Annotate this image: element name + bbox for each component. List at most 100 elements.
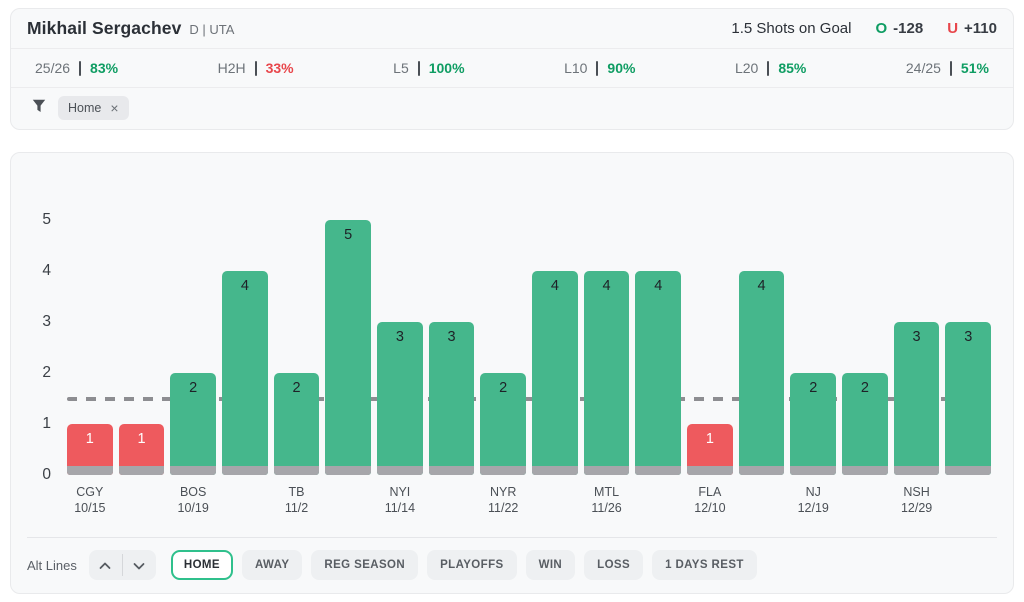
bar[interactable]: 2 [790, 373, 837, 475]
stat-divider [79, 60, 82, 76]
chevron-up-icon [99, 558, 111, 573]
x-axis-tick-label [222, 484, 268, 516]
filter-chip-label: Home [68, 101, 102, 115]
alt-line-down-button[interactable] [123, 550, 156, 580]
footer-divider [27, 537, 997, 538]
bar[interactable]: 2 [273, 373, 320, 475]
x-axis-tick-label: MTL 11/26 [584, 484, 630, 516]
bar-base [945, 466, 992, 475]
bar[interactable]: 5 [325, 220, 372, 475]
filter-button-away[interactable]: AWAY [241, 550, 303, 580]
bar-value-label: 4 [757, 278, 766, 294]
x-axis-tick-label: BOS 10/19 [170, 484, 216, 516]
bar[interactable]: 3 [945, 322, 992, 475]
bar[interactable]: 4 [583, 271, 630, 475]
stat-value: 33% [265, 60, 294, 76]
stat-label: H2H [217, 60, 246, 76]
stat-divider [596, 60, 599, 76]
bar[interactable]: 1 [687, 424, 733, 475]
alt-lines-label: Alt Lines [27, 557, 77, 573]
stat-value: 90% [607, 60, 636, 76]
player-position-team: D | UTA [189, 22, 235, 37]
stat-item: 25/26 83% [35, 60, 118, 76]
x-axis-tick-label: CGY 10/15 [67, 484, 113, 516]
over-odds[interactable]: O -128 [875, 20, 923, 37]
stepper-divider [121, 554, 123, 576]
y-axis-tick-label: 4 [42, 262, 51, 279]
stat-divider [949, 60, 952, 76]
stats-row: 25/26 83% H2H 33% L5 100% L10 90% L20 85% 24/25 51% [11, 48, 1013, 87]
tick-date: 11/2 [284, 501, 309, 515]
filter-row: Home × [11, 87, 1013, 129]
bar[interactable]: 4 [635, 271, 682, 475]
filter-button-home[interactable]: HOME [170, 550, 233, 580]
prop-line-marker [67, 396, 991, 401]
bar[interactable]: 3 [893, 322, 940, 475]
filter-button-playoffs[interactable]: PLAYOFFS [427, 550, 517, 580]
bar[interactable]: 2 [842, 373, 888, 475]
under-odds[interactable]: U +110 [947, 20, 997, 37]
x-axis-tick-label [325, 484, 371, 516]
bar-value-label: 1 [705, 431, 714, 447]
bar-value-label: 1 [137, 431, 146, 447]
stat-label: 25/26 [35, 60, 71, 76]
y-axis-tick-label: 0 [42, 466, 51, 483]
tick-date: 11/14 [384, 501, 416, 515]
x-axis-tick-label [532, 484, 578, 516]
tick-date: 12/10 [694, 501, 726, 515]
bar[interactable]: 2 [480, 373, 527, 475]
filter-button-win[interactable]: WIN [525, 550, 576, 580]
bar-value-label: 4 [654, 278, 663, 294]
stat-divider [767, 60, 770, 76]
x-axis-tick-label [119, 484, 165, 516]
tick-date: 11/26 [591, 501, 622, 515]
x-axis-tick-label [739, 484, 785, 516]
tick-team: TB [288, 485, 305, 499]
bar-value-label: 3 [395, 329, 404, 345]
stat-item: L5 100% [393, 60, 464, 76]
filter-button-1-days-rest[interactable]: 1 DAYS REST [652, 550, 757, 580]
bar[interactable]: 4 [532, 271, 578, 475]
player-identity: Mikhail Sergachev D | UTA [27, 18, 234, 39]
bar-value-label: 3 [964, 329, 973, 345]
player-name: Mikhail Sergachev [27, 18, 182, 38]
stat-divider [417, 60, 420, 76]
stat-value: 83% [90, 60, 119, 76]
bar-value-label: 3 [912, 329, 921, 345]
bar-value-label: 4 [602, 278, 611, 294]
bar[interactable]: 3 [428, 322, 475, 475]
alt-line-up-button[interactable] [89, 550, 122, 580]
bar-value-label: 2 [499, 380, 508, 396]
stat-label: L5 [393, 60, 409, 76]
y-axis: 0 1 2 3 4 5 [25, 179, 67, 483]
bars-container: 1 1 2 4 2 5 3 3 2 4 4 4 1 4 2 2 3 3 [67, 179, 992, 475]
bar[interactable]: 2 [170, 373, 217, 475]
bar-base [170, 466, 217, 475]
under-odds-value: +110 [964, 20, 997, 37]
filter-chip[interactable]: Home × [58, 96, 129, 120]
chip-close-icon[interactable]: × [110, 100, 119, 116]
tick-team: NYI [389, 485, 411, 499]
chevron-down-icon [133, 558, 145, 573]
bar-base [118, 466, 165, 475]
bar[interactable]: 4 [222, 271, 268, 475]
bar-base [377, 466, 423, 475]
x-axis-tick-label: TB 11/2 [274, 484, 320, 516]
bar-value-label: 4 [240, 278, 249, 294]
bar[interactable]: 1 [118, 424, 165, 475]
bar[interactable]: 4 [738, 271, 785, 475]
bar-base [222, 466, 268, 475]
x-axis-tick-label: NJ 12/19 [790, 484, 836, 516]
prop-line-label: 1.5 Shots on Goal [731, 20, 852, 37]
bar[interactable]: 1 [67, 424, 113, 475]
under-indicator: U [947, 20, 959, 37]
bar[interactable]: 3 [377, 322, 423, 475]
filter-button-reg-season[interactable]: REG SEASON [311, 550, 419, 580]
stat-value: 85% [778, 60, 807, 76]
tick-team: NYR [490, 485, 517, 499]
tick-team: CGY [76, 485, 104, 499]
tick-date: 12/29 [900, 501, 933, 515]
filter-button-loss[interactable]: LOSS [584, 550, 644, 580]
stat-item: L10 90% [564, 60, 635, 76]
tick-date: 12/19 [797, 501, 829, 515]
